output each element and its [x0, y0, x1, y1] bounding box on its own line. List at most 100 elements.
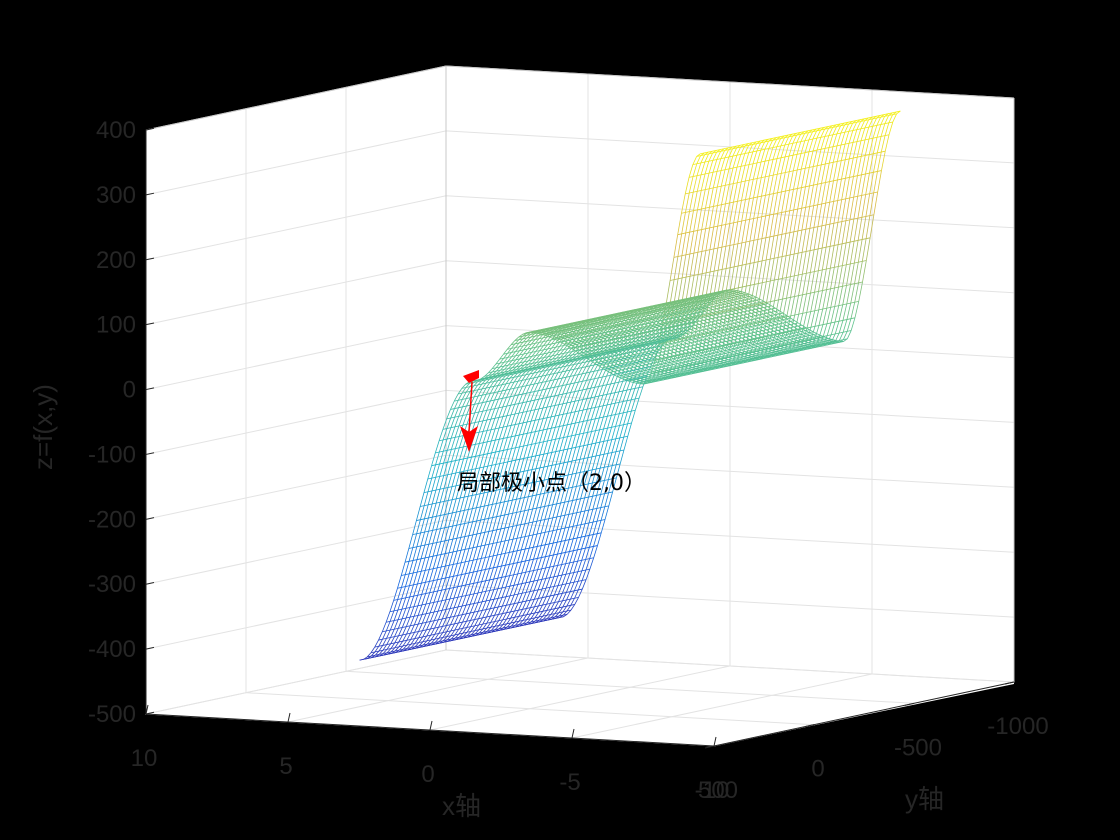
mesh-line-x [712, 171, 718, 188]
mesh-line-x [708, 307, 713, 310]
mesh-line-x [453, 563, 458, 577]
mesh-line-x [865, 193, 871, 217]
mesh-line-x [670, 343, 675, 347]
mesh-line-x [492, 503, 497, 518]
mesh-line-x [496, 528, 502, 543]
mesh-line-y [651, 330, 852, 374]
mesh-line-x [765, 329, 771, 333]
mesh-line-x [549, 542, 554, 556]
mesh-line-x [756, 161, 762, 179]
mesh-line-x [517, 561, 522, 575]
mesh-line-x [567, 448, 573, 463]
mesh-line-x [483, 478, 489, 493]
mesh-line-x [416, 532, 421, 547]
mesh-line-x [753, 335, 758, 339]
mesh-line-x [735, 319, 740, 323]
mesh-line-x [424, 531, 429, 546]
mesh-line-x [397, 575, 402, 589]
mesh-line-x [443, 462, 448, 476]
mesh-line-x [645, 348, 651, 355]
mesh-line-x [728, 167, 734, 185]
mesh-line-y [404, 519, 606, 563]
mesh-line-x [437, 600, 443, 612]
mesh-line-x [461, 584, 467, 597]
mesh-line-x [445, 577, 450, 590]
mesh-line-x [455, 459, 460, 474]
mesh-line-y [594, 320, 795, 364]
mesh-line-x [869, 172, 874, 194]
mesh-line-x [398, 634, 403, 643]
mesh-line-x [441, 577, 446, 591]
mesh-line-x [412, 533, 417, 548]
mesh-line-x [802, 273, 807, 295]
mesh-line-x [545, 577, 551, 589]
mesh-line-x [569, 369, 575, 377]
mesh-line-x [458, 628, 464, 635]
mesh-line-x [555, 341, 560, 348]
mesh-line-x [504, 368, 509, 373]
mesh-line-x [485, 378, 490, 384]
mesh-line-y [620, 335, 821, 379]
mesh-line-x [546, 335, 552, 342]
mesh-line-x [434, 638, 440, 643]
mesh-line-x [759, 304, 764, 308]
mesh-line-x [746, 320, 752, 324]
mesh-line-x [677, 351, 682, 355]
mesh-line-x [786, 297, 791, 317]
mesh-line-x [790, 296, 795, 316]
mesh-line-x [717, 204, 722, 227]
mesh-line-x [768, 140, 773, 149]
mesh-line-x [557, 366, 563, 373]
mesh-line-x [546, 595, 551, 605]
mesh-line-x [539, 353, 545, 359]
mesh-line-x [544, 505, 549, 520]
mesh-line-x [500, 540, 506, 555]
mesh-line-x [607, 439, 613, 454]
mesh-line-x [470, 625, 476, 632]
mesh-line-x [435, 489, 441, 504]
mesh-line-x [704, 153, 709, 163]
mesh-line-x [673, 278, 679, 302]
mesh-line-x [596, 494, 601, 509]
mesh-line-x [509, 381, 515, 390]
mesh-line-x [682, 344, 687, 348]
mesh-line-x [510, 413, 516, 426]
mesh-line-x [662, 345, 667, 349]
mesh-line-x [544, 492, 549, 507]
mesh-line-x [520, 510, 525, 525]
mesh-line-x [526, 618, 532, 624]
mesh-line-x [794, 320, 799, 324]
mesh-line-x [682, 340, 687, 344]
mesh-line-x [860, 127, 866, 141]
mesh-line-x [571, 342, 577, 349]
mesh-line-x [808, 150, 814, 168]
mesh-line-x [473, 571, 478, 584]
mesh-line-x [458, 621, 463, 630]
mesh-line-x [431, 464, 436, 479]
mesh-line-x [717, 225, 723, 249]
mesh-line-x [434, 619, 439, 629]
mesh-line-x [448, 512, 453, 528]
mesh-line-x [374, 639, 379, 648]
mesh-line-x [715, 317, 720, 321]
mesh-line-x [492, 529, 498, 544]
y-tick-label: 0 [811, 756, 824, 783]
mesh-line-x [825, 246, 831, 270]
mesh-line-x [522, 600, 527, 610]
mesh-line-x [400, 562, 406, 576]
mesh-line-x [608, 342, 613, 348]
mesh-line-x [884, 115, 889, 124]
mesh-line-x [603, 331, 608, 338]
mesh-line-x [847, 330, 852, 339]
mesh-line-x [639, 324, 644, 330]
mesh-line-x [512, 538, 518, 552]
mesh-line-x [769, 214, 775, 237]
mesh-line-x [592, 508, 598, 523]
mesh-line-x [774, 321, 779, 325]
mesh-line-x [747, 313, 752, 317]
mesh-line-x [763, 313, 768, 317]
mesh-line-x [649, 347, 655, 354]
mesh-line-x [663, 314, 668, 321]
mesh-line-x [720, 304, 725, 308]
mesh-line-x [577, 548, 582, 562]
